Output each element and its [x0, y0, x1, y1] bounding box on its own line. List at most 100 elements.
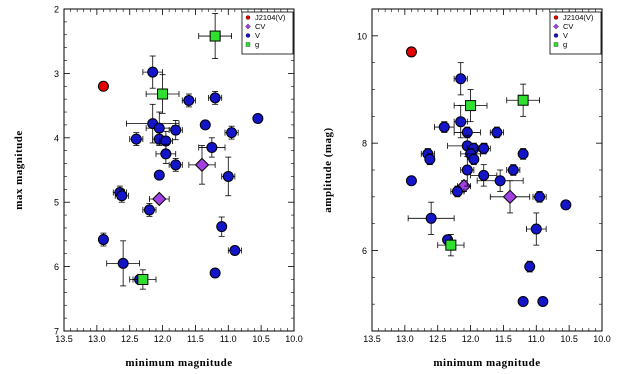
legend-label-g: g: [255, 40, 259, 49]
marker-v: [97, 234, 109, 246]
x-axis-title: minimum magnitude: [433, 357, 540, 369]
legend-label-g: g: [563, 40, 567, 49]
marker-v: [425, 212, 437, 224]
marker-v: [216, 221, 228, 233]
marker-v: [424, 153, 436, 165]
marker-cv: [502, 189, 518, 205]
marker-v: [507, 164, 519, 176]
y-axis-title: max magnitude: [13, 130, 25, 210]
data-point-v: [168, 158, 183, 172]
marker-v: [153, 169, 165, 181]
x-tick-label: 10.5: [252, 334, 270, 344]
x-axis-title: minimum magnitude: [125, 357, 232, 369]
legend-entry-g: g: [553, 40, 567, 49]
data-point-v: [460, 153, 475, 187]
legend-entry-cv: CV: [553, 22, 573, 31]
data-point-j2104-v: [405, 46, 417, 58]
data-point-g: [437, 233, 465, 257]
data-point-g: [198, 13, 232, 59]
data-point-v: [208, 91, 223, 105]
marker-j2104-v: [405, 46, 417, 58]
marker-v: [491, 126, 503, 138]
y-tick-label: 8: [362, 139, 367, 149]
legend-label-j2104-v: J2104(V): [563, 13, 594, 22]
y-axis-title: amplitude (mag): [322, 127, 334, 212]
legend-swatch-cv: [245, 23, 251, 30]
marker-cv: [152, 191, 167, 207]
x-tick-label: 11.5: [187, 334, 204, 344]
x-tick-label: 13.0: [88, 334, 106, 344]
x-tick-label: 11.0: [220, 334, 237, 344]
data-point-v: [524, 260, 536, 273]
data-point-v: [506, 164, 521, 176]
data-point-v: [106, 240, 140, 287]
marker-g: [517, 94, 529, 106]
data-point-cv: [149, 191, 170, 207]
data-point-cv: [489, 180, 531, 214]
data-point-g: [145, 74, 180, 114]
data-point-v: [407, 201, 455, 235]
y-tick-label: 7: [54, 327, 59, 337]
max-magnitude-chart: 13.5 13.0 12.5 12.0 11.5 11.0 10.5 10.0 2 3 4 5 6 7 J…: [13, 5, 303, 370]
data-point-v: [199, 119, 211, 131]
legend-swatch-g: [553, 42, 559, 47]
y-tick-label: 5: [54, 198, 59, 208]
marker-v: [153, 122, 165, 134]
data-point-v: [129, 132, 144, 146]
marker-g: [209, 30, 221, 42]
marker-v: [405, 175, 417, 187]
legend-swatch-j2104-v: [553, 15, 559, 20]
marker-v: [183, 94, 195, 106]
marker-v: [517, 148, 529, 160]
legend-entry-v: V: [245, 31, 260, 40]
legend-label-j2104-v: J2104(V): [255, 13, 286, 22]
x-tick-label: 11.0: [528, 334, 545, 344]
marker-g: [465, 100, 477, 112]
legend-label-v: V: [255, 31, 260, 40]
legend-label-cv: CV: [563, 22, 573, 31]
legend-box: [549, 11, 602, 55]
data-point-v: [405, 175, 417, 187]
legend-swatch-v: [245, 33, 251, 38]
marker-v: [130, 133, 142, 145]
x-tick-label: 12.5: [429, 334, 447, 344]
data-point-j2104-v: [97, 80, 109, 92]
data-point-v: [468, 153, 480, 166]
data-point-v: [476, 169, 524, 192]
data-point-v: [227, 245, 242, 256]
marker-v: [455, 116, 467, 128]
data-point-v: [489, 126, 504, 139]
marker-v: [143, 204, 155, 216]
data-point-v: [155, 143, 177, 164]
data-point-v: [476, 142, 491, 155]
y-tick-label: 6: [362, 246, 367, 256]
data-point-v: [168, 120, 183, 141]
marker-v: [209, 92, 221, 104]
y-tick-label: 10: [357, 31, 367, 41]
tick-marks: [371, 8, 603, 331]
marker-v: [252, 112, 264, 124]
data-marks: [97, 13, 264, 290]
x-tick-label: 12.0: [154, 334, 172, 344]
data-point-v: [532, 191, 547, 203]
marker-v: [455, 73, 467, 85]
tick-marks: [63, 8, 295, 332]
marker-v: [206, 141, 218, 153]
data-point-v: [97, 232, 109, 247]
marker-v: [116, 190, 128, 202]
data-point-v: [453, 62, 468, 96]
marker-v: [117, 257, 129, 269]
data-point-v: [224, 125, 239, 140]
x-tick-label: 10.0: [593, 334, 611, 344]
legend-swatch-v: [553, 33, 559, 38]
marker-g: [157, 88, 169, 100]
x-tick-label: 13.0: [396, 334, 414, 344]
amplitude-chart: 13.5 13.0 12.5 12.0 11.5 11.0 10.5 10.0 6 8 10 J21…: [322, 8, 611, 369]
data-point-v: [114, 188, 129, 203]
marker-v: [478, 143, 490, 155]
legend-swatch-cv: [553, 23, 559, 30]
marker-v: [170, 124, 182, 136]
marker-v: [229, 245, 241, 256]
marker-v: [199, 119, 211, 131]
